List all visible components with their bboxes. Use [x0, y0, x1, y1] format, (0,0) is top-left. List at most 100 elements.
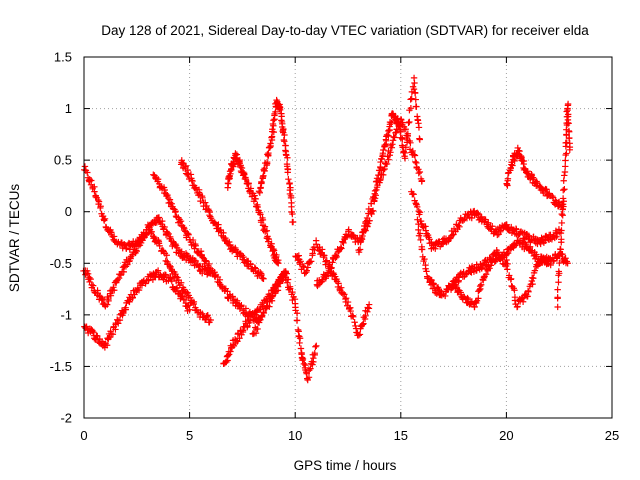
data-point [478, 264, 485, 272]
data-point [260, 172, 267, 179]
data-point [245, 180, 252, 187]
data-point [360, 320, 367, 327]
data-point [119, 264, 127, 271]
data-point [367, 208, 374, 215]
data-point [283, 163, 291, 170]
data-point [549, 192, 556, 200]
data-point [154, 176, 162, 183]
data-point [310, 354, 317, 362]
data-point [177, 279, 185, 286]
data-point [192, 242, 199, 249]
data-point [364, 223, 371, 230]
data-point [413, 103, 420, 110]
data-point [428, 276, 435, 284]
data-point [270, 128, 277, 136]
data-point [486, 265, 493, 272]
data-point [164, 229, 171, 236]
data-point [386, 121, 394, 128]
x-tick-label: 15 [394, 428, 408, 443]
series-track-5 [177, 157, 267, 282]
data-point [509, 283, 516, 290]
data-point [351, 319, 358, 326]
data-point [260, 275, 267, 282]
data-point [296, 339, 303, 347]
data-point [503, 256, 510, 264]
series-track-17 [554, 100, 574, 311]
data-point [397, 127, 404, 135]
data-point [124, 261, 131, 268]
data-point [555, 268, 562, 275]
data-point [405, 119, 412, 126]
data-point [263, 227, 271, 234]
data-point [252, 195, 259, 203]
data-point [181, 225, 188, 232]
data-point [344, 298, 352, 306]
data-point [560, 186, 567, 194]
data-point [260, 309, 268, 317]
data-point [178, 157, 185, 164]
data-point [278, 117, 285, 124]
data-point [338, 245, 345, 252]
data-point [503, 250, 510, 258]
data-point [514, 303, 521, 310]
data-point [173, 284, 181, 291]
data-point [167, 263, 174, 270]
data-point [406, 118, 413, 126]
data-point [185, 231, 192, 238]
data-point [101, 215, 109, 223]
data-point [260, 166, 267, 173]
data-point [511, 287, 518, 294]
data-point [377, 164, 384, 172]
data-point [238, 302, 245, 309]
data-point [156, 242, 163, 250]
data-point [477, 285, 484, 293]
series-track-9 [249, 268, 320, 384]
data-point [225, 351, 233, 358]
data-point [255, 306, 263, 313]
data-point [415, 226, 422, 234]
data-point [116, 316, 124, 324]
data-point [98, 297, 105, 304]
plot-frame [83, 56, 613, 419]
data-point [284, 154, 291, 161]
data-point [555, 279, 562, 286]
data-point [562, 157, 569, 164]
data-point [503, 181, 511, 188]
data-point [403, 139, 411, 146]
data-point [275, 260, 282, 267]
data-point [363, 214, 371, 222]
chart-title: Day 128 of 2021, Sidereal Day-to-day VTE… [101, 23, 589, 38]
data-point [408, 95, 415, 102]
data-point [207, 316, 214, 324]
data-point [311, 350, 318, 357]
data-point [239, 328, 247, 336]
data-point [285, 175, 292, 183]
data-point [321, 252, 328, 259]
data-point [365, 301, 373, 308]
data-point [409, 147, 416, 155]
data-point [416, 168, 424, 176]
data-point [86, 274, 93, 281]
series-track-4 [150, 171, 263, 325]
data-point [257, 211, 264, 218]
y-tick-label: 0.5 [54, 153, 72, 168]
data-point [254, 325, 261, 333]
data-point [407, 104, 415, 112]
data-point [526, 175, 534, 182]
data-point [163, 252, 170, 259]
data-point [349, 312, 356, 319]
data-point [192, 185, 200, 193]
data-point [563, 139, 570, 146]
data-point [521, 235, 529, 242]
data-point [284, 279, 291, 286]
axes: 0 5 10 15 20 25 -2 -1.5 -1 -0.5 0 0.5 1 1.5 [50, 50, 620, 444]
data-point [422, 227, 430, 234]
data-point [328, 264, 335, 271]
data-point [97, 203, 104, 210]
series-track-2 [80, 221, 214, 326]
data-point [186, 306, 193, 313]
data-point [254, 201, 261, 209]
data-point [236, 335, 243, 342]
data-point [284, 276, 292, 283]
data-point [317, 250, 324, 258]
